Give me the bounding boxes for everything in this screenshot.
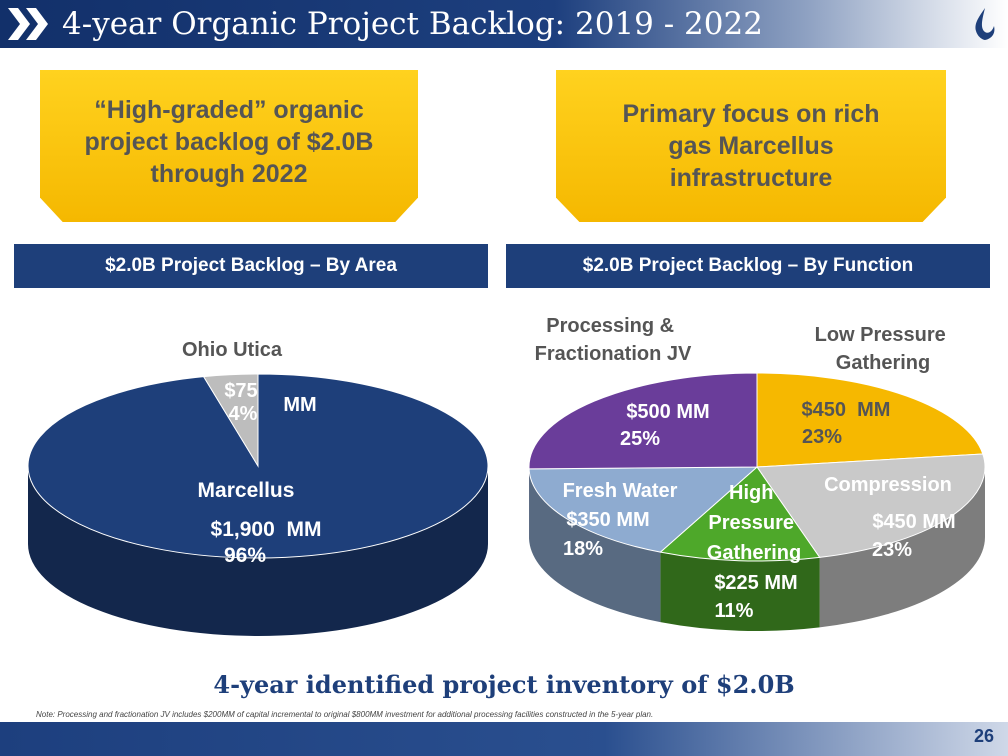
slice-percent-high-pressure: 11% [715,600,754,622]
page-number: 26 [973,726,994,746]
slice-label-fresh-water: Fresh Water [563,480,678,502]
slice-percent-fresh-water: 18% [563,538,603,560]
pie-slice-fresh-water [528,466,759,553]
slice-label-ohio-utica: Ohio Utica [182,339,283,361]
section-bar-by-function: $2.0B Project Backlog – By Function [506,244,990,288]
chevron-right-icon [8,8,48,40]
slice-label-marcellus: Marcellus [198,479,295,502]
slice-value-marcellus: $1,900 MM [211,518,322,541]
slice-value-fresh-water: $350 MM [566,509,649,531]
slice-side-fresh-water [529,468,661,623]
pie-slice-compression [756,453,986,558]
slice-percent-compression: 23% [872,539,912,561]
pie-slice-processing-fractionation-jv [528,372,758,470]
slice-value-processing: $500 MM [626,401,709,423]
function-pie-chart: Processing & Fractionation JV $500 MM 25… [528,315,986,632]
slice-side-compression [819,467,985,628]
callout-primary-focus: Primary focus on rich gas Marcellus infr… [556,70,946,222]
section-bar-by-area: $2.0B Project Backlog – By Area [14,244,488,288]
pie-slice-low-pressure-gathering [756,372,984,468]
callout-line: project backlog of $2.0B [84,128,374,156]
title-banner: 4-year Organic Project Backlog: 2019 - 2… [0,0,1008,48]
callout-line: infrastructure [669,164,833,192]
footer-band [0,722,1008,756]
slice-label-low-pressure-gathering: Low Pressure Gathering [815,324,952,374]
callout-line: through 2022 [150,160,308,188]
slice-percent-processing: 25% [620,428,660,450]
slice-side-marcellus [28,466,488,636]
page-title: 4-year Organic Project Backlog: 2019 - 2… [62,6,763,42]
slice-unit-ohio-utica: MM [283,394,316,416]
slice-label-compression: Compression [824,474,952,496]
slice-label-processing-fractionation-jv: Processing & Fractionation JV [535,315,692,365]
slice-value-low-pressure: $450 MM [802,399,891,421]
slice-label-high-pressure-gathering: High Pressure Gathering [707,482,801,564]
callout-line: Primary focus on rich [622,100,880,128]
slice-value-high-pressure: $225 MM [714,572,797,594]
callout-line: “High-graded” organic [94,96,364,124]
flame-logo-icon [975,8,995,40]
callout-line: gas Marcellus [668,132,834,160]
inventory-summary: 4-year identified project inventory of $… [213,670,795,699]
footnote: Note: Processing and fractionation JV in… [36,710,654,719]
pie-slice-high-pressure-gathering [659,466,821,562]
slice-percent-ohio-utica: 4% [229,403,258,425]
slice-percent-low-pressure: 23% [802,426,842,448]
pie-slice-ohio-utica [202,373,259,468]
slice-value-compression: $450 MM [872,511,955,533]
slice-side-high-pressure-gathering [660,552,820,632]
slice-percent-marcellus: 96% [224,544,266,567]
callout-high-graded: “High-graded” organic project backlog of… [40,70,418,222]
area-pie-chart: Ohio Utica $75 MM 4% Marcellus $1,900 MM… [27,339,489,636]
slice-value-ohio-utica: $75 [224,380,257,402]
